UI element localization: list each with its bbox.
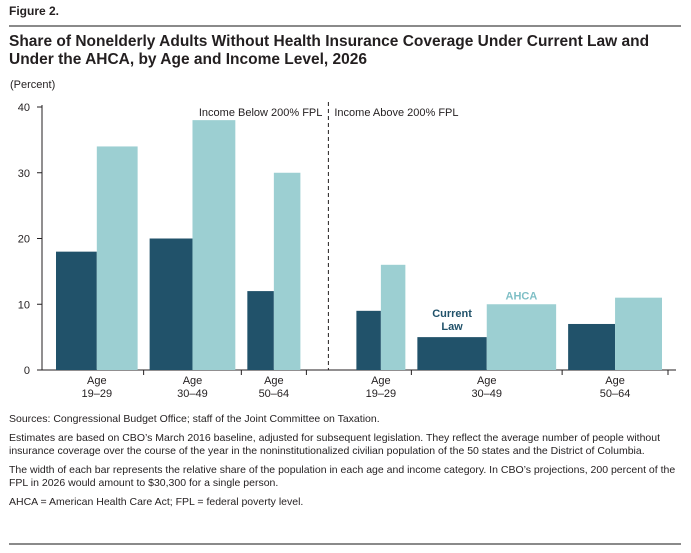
bar-ahca	[615, 297, 662, 370]
bottom-rule	[9, 543, 681, 545]
x-tick-label-age: Age	[477, 375, 497, 387]
bar-chart: (Percent) 010203040Age19–29Age30–49Age50…	[10, 79, 676, 400]
notes: Sources: Congressional Budget Office; st…	[9, 413, 681, 514]
group-label-above-fpl: Income Above 200% FPL	[334, 107, 458, 119]
width-note: The width of each bar represents the rel…	[9, 463, 676, 490]
x-tick-label-range: 50–64	[259, 388, 290, 400]
abbreviations-note: AHCA = American Health Care Act; FPL = f…	[9, 495, 304, 508]
x-tick-label-age: Age	[183, 375, 203, 387]
bar-current-law	[56, 251, 97, 370]
y-tick-label: 20	[18, 234, 30, 246]
bar-current-law	[247, 291, 274, 370]
x-tick-label-age: Age	[87, 375, 107, 387]
figure-label: Figure 2.	[9, 4, 60, 18]
bar-current-law	[149, 238, 193, 370]
annotation-current-law-line2: Law	[441, 321, 463, 333]
bar-ahca	[273, 172, 301, 370]
y-axis-label: (Percent)	[10, 79, 55, 91]
sources-note: Sources: Congressional Budget Office; st…	[9, 413, 380, 425]
x-tick-label-age: Age	[605, 375, 625, 387]
y-tick-label: 10	[18, 299, 30, 311]
annotation-current-law-line1: Current	[432, 308, 472, 320]
x-tick-label-age: Age	[264, 375, 284, 387]
y-tick-label: 30	[18, 168, 30, 180]
y-tick-label: 40	[18, 102, 30, 114]
top-rule	[9, 25, 681, 27]
bar-ahca	[96, 146, 138, 370]
bar-ahca	[380, 264, 406, 370]
y-tick-label: 0	[24, 365, 30, 377]
bar-current-law	[356, 310, 381, 370]
chart-title: Share of Nonelderly Adults Without Healt…	[9, 33, 650, 68]
x-tick-label-age: Age	[371, 375, 391, 387]
x-tick-label-range: 30–49	[177, 388, 208, 400]
bar-current-law	[568, 323, 616, 370]
x-tick-label-range: 30–49	[471, 388, 502, 400]
bar-ahca	[192, 120, 236, 371]
x-tick-label-range: 19–29	[82, 388, 113, 400]
x-tick-label-range: 19–29	[366, 388, 397, 400]
bar-current-law	[417, 337, 487, 370]
bar-ahca	[486, 304, 557, 370]
estimates-note: Estimates are based on CBO’s March 2016 …	[9, 431, 660, 458]
annotation-ahca: AHCA	[506, 290, 538, 302]
group-label-below-fpl: Income Below 200% FPL	[199, 107, 323, 119]
x-tick-label-range: 50–64	[600, 388, 631, 400]
